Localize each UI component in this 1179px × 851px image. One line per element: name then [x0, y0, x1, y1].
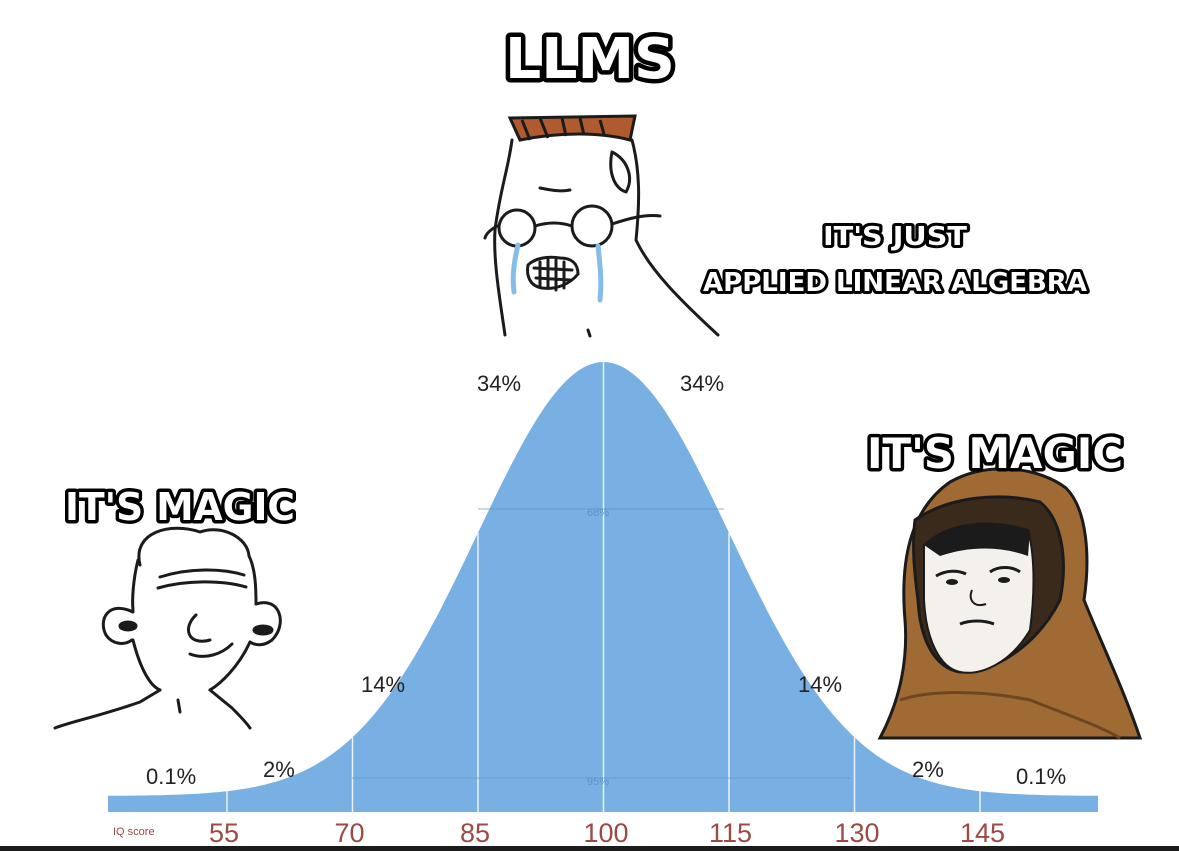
top-caption: LLMS	[505, 27, 675, 92]
x-tick-55: 55	[209, 818, 239, 848]
hooded-monk-icon	[877, 467, 1143, 740]
pct-right-2: 2%	[912, 757, 944, 782]
wojak-simpleton-icon	[53, 526, 282, 730]
x-tick-115: 115	[709, 818, 752, 848]
pct-right-34: 34%	[680, 371, 724, 396]
x-axis-ticks: 55 70 85 100 115 130 145	[209, 818, 1005, 848]
left-caption: IT'S MAGIC	[65, 485, 295, 529]
pct-far-right: 0.1%	[1016, 764, 1066, 789]
pct-right-14: 14%	[798, 672, 842, 697]
x-axis-label: IQ score	[113, 826, 155, 838]
wojak-crying-glasses-icon	[483, 114, 720, 338]
pct-left-34: 34%	[477, 371, 521, 396]
pct-left-2: 2%	[263, 757, 295, 782]
x-tick-100: 100	[584, 818, 629, 848]
x-tick-85: 85	[460, 818, 490, 848]
bottom-border	[0, 846, 1179, 851]
band-68-label: 68%	[587, 507, 609, 519]
middle-caption-line-2: APPLIED LINEAR ALGEBRA	[703, 268, 1087, 298]
pct-left-14: 14%	[361, 672, 405, 697]
band-95-label: 95%	[587, 776, 609, 788]
middle-caption-line-1: IT'S JUST	[823, 222, 967, 252]
x-tick-145: 145	[960, 818, 1005, 848]
x-tick-130: 130	[835, 818, 880, 848]
sd-divider-lines	[226, 362, 981, 812]
right-caption: IT'S MAGIC	[867, 429, 1123, 478]
pct-far-left: 0.1%	[146, 764, 196, 789]
x-tick-70: 70	[335, 818, 365, 848]
